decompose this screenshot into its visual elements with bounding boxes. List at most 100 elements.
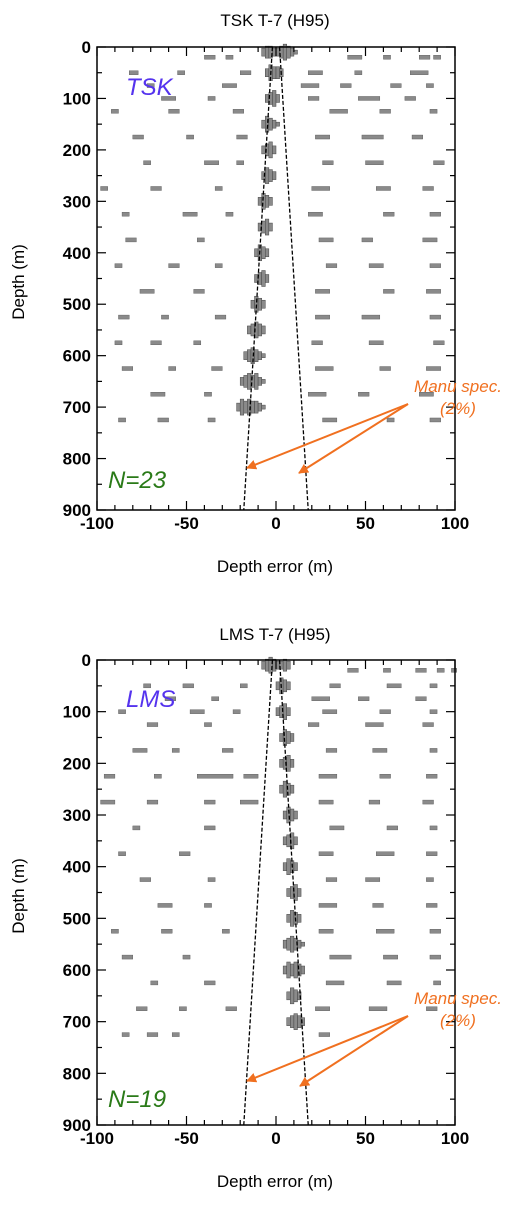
histogram-bar (300, 941, 305, 947)
histogram-bar (286, 731, 291, 744)
y-tick-label: 300 (63, 192, 91, 211)
scatter-bar (422, 799, 434, 805)
scatter-bar (157, 417, 169, 423)
y-tick-label: 600 (63, 347, 91, 366)
scatter-bar (433, 55, 441, 60)
histogram-bar (286, 991, 291, 1001)
scatter-bar (118, 709, 126, 714)
scatter-bar (177, 70, 185, 75)
scatter-bar (204, 825, 216, 831)
scatter-bar (368, 1006, 388, 1011)
scatter-bar (125, 237, 137, 243)
scatter-bar (308, 96, 320, 101)
spec-annotation-line1: Manu spec. (414, 377, 502, 396)
scatter-bar (214, 263, 223, 268)
scatter-bar (239, 683, 248, 689)
histogram-bar (282, 658, 287, 672)
scatter-bar (368, 340, 384, 346)
scatter-bar (318, 799, 334, 805)
scatter-bar (111, 929, 119, 934)
scatter-bar (340, 83, 352, 88)
histogram-bar (265, 658, 270, 672)
scatter-bar (426, 877, 434, 882)
scatter-bar (118, 851, 126, 856)
histogram-bar (268, 169, 273, 182)
x-tick-label: 50 (356, 1129, 375, 1148)
scatter-bar (426, 289, 441, 294)
scatter-bar (139, 877, 151, 882)
histogram-bar (261, 47, 266, 57)
scatter-bar (214, 186, 223, 191)
y-tick-label: 200 (63, 141, 91, 160)
sample-count-label: N=19 (108, 1086, 166, 1113)
scatter-bar (118, 417, 126, 423)
scatter-bar (121, 1032, 130, 1037)
scatter-bar (197, 237, 205, 243)
scatter-bar (347, 668, 359, 673)
scatter-bar (426, 1006, 438, 1011)
scatter-bar (207, 417, 216, 423)
y-axis-label: Depth (m) (9, 858, 28, 934)
scatter-bar (146, 83, 155, 88)
scatter-bar (179, 1006, 187, 1011)
annotation-arrow-left (246, 403, 409, 470)
scatter-bar (315, 289, 330, 294)
histogram-bar (272, 171, 277, 180)
scatter-bar (325, 748, 338, 753)
scatter-bar (139, 289, 155, 294)
y-tick-label: 500 (63, 909, 91, 928)
scatter-bar (318, 903, 338, 908)
histogram-bar (286, 888, 291, 897)
scatter-bar (232, 709, 241, 714)
scatter-bar (207, 96, 216, 101)
scatter-bar (358, 96, 381, 101)
histogram-bar (293, 810, 298, 820)
scatter-bar (376, 929, 395, 934)
histogram-bar (243, 351, 248, 360)
histogram-bar (257, 351, 262, 360)
spec-annotation-line2: (2%) (440, 1011, 476, 1030)
scatter-bar (308, 392, 327, 397)
scatter-bar (361, 134, 384, 140)
histogram-bar (272, 66, 277, 79)
histogram-bar (261, 220, 266, 234)
x-tick-label: 0 (271, 514, 280, 533)
scatter-bar (422, 237, 438, 243)
scatter-bar (429, 417, 441, 423)
scatter-bar (315, 366, 334, 371)
scatter-bar (376, 186, 391, 191)
histogram-bar (290, 733, 295, 742)
histogram-bar (257, 297, 262, 311)
scatter-bar (222, 929, 230, 934)
scatter-bar (404, 96, 416, 101)
scatter-bar (243, 774, 259, 779)
x-tick-label: 100 (441, 1129, 469, 1148)
histogram-bar (265, 94, 270, 103)
scatter-bar (154, 774, 162, 779)
histogram-bar (293, 1013, 298, 1030)
scatter-bar (429, 748, 438, 753)
histogram-bar (250, 323, 255, 337)
histogram-bar (286, 755, 291, 772)
scatter-bar (415, 696, 427, 701)
sample-count-label: N=23 (108, 467, 167, 494)
scatter-bar (422, 186, 434, 191)
scatter-bar (132, 748, 148, 753)
tsk-panel: TSK T-7 (H95) Depth error (m) Depth (m) … (9, 11, 502, 576)
histogram-bar (261, 145, 266, 155)
scatter-bar (361, 237, 373, 243)
scatter-bar (318, 237, 334, 243)
annotation-arrow-left (246, 1015, 409, 1083)
histogram-bar (286, 914, 291, 923)
histogram-bar (243, 400, 248, 414)
scatter-bar (236, 160, 244, 165)
x-tick-label: 50 (356, 514, 375, 533)
histogram-bar (265, 167, 270, 184)
scatter-bar (426, 774, 438, 779)
histogram-bar (243, 375, 248, 388)
histogram-bar (286, 660, 291, 670)
x-tick-label: -100 (80, 514, 114, 533)
scatter-bar (114, 263, 123, 268)
histogram-bar (261, 660, 266, 670)
y-tick-label: 200 (63, 754, 91, 773)
